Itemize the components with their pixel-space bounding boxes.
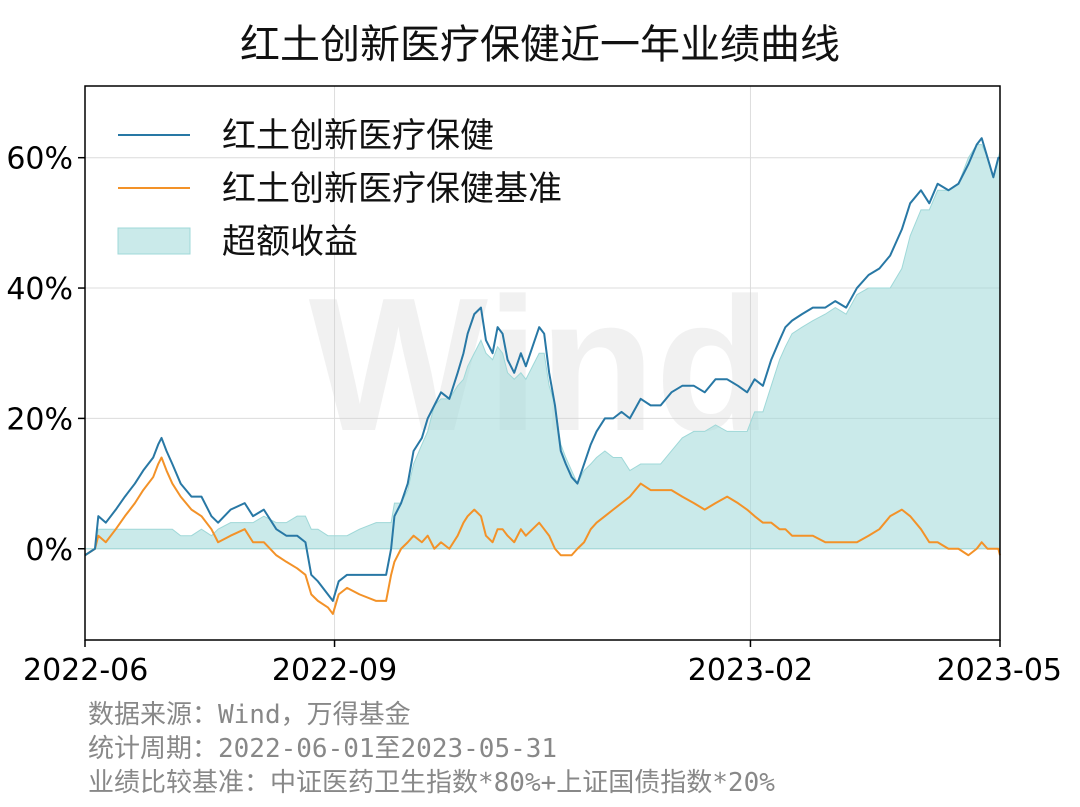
- x-axis: 2022-06 2022-09 2023-02 2023-05: [23, 640, 1062, 688]
- plot-frame: [84, 85, 1001, 641]
- y-tick-label: 60%: [6, 142, 73, 177]
- series-line: [84, 456, 1001, 615]
- excess-area-layer: [85, 144, 1001, 550]
- series-line: [84, 137, 1000, 602]
- y-tick-label: 0%: [25, 533, 73, 568]
- x-tick-label: 2022-06: [23, 653, 148, 688]
- legend-label: 红土创新医疗保健: [222, 116, 494, 156]
- legend-swatch: [117, 227, 191, 255]
- x-tick-label: 2023-02: [688, 653, 813, 688]
- footer-period: 统计周期：2022-06-01至2023-05-31: [88, 734, 558, 764]
- x-tick-label: 2023-05: [937, 653, 1062, 688]
- footer-source: 数据来源：Wind，万得基金: [88, 700, 411, 730]
- x-tick-label: 2022-09: [272, 653, 397, 688]
- footer-benchmark: 业绩比较基准：中证医药卫生指数*80%+上证国债指数*20%: [88, 768, 775, 798]
- series-lines-layer: [84, 137, 1001, 615]
- y-tick-label: 40%: [6, 272, 73, 307]
- y-axis: 0% 20% 40% 60%: [6, 142, 85, 568]
- excess-return-area: [85, 144, 1001, 550]
- y-tick-label: 20%: [6, 402, 73, 437]
- legend-label: 红土创新医疗保健基准: [222, 169, 562, 209]
- legend-label: 超额收益: [222, 222, 358, 262]
- chart-title: 红土创新医疗保健近一年业绩曲线: [240, 22, 840, 68]
